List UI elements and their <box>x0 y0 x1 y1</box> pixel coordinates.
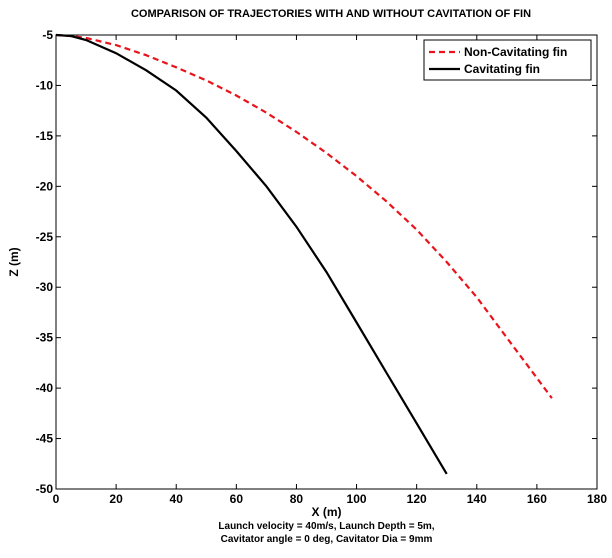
legend-box <box>423 39 592 81</box>
x-tick-label: 180 <box>587 492 607 506</box>
annotation-line-2: Cavitator angle = 0 deg, Cavitator Dia =… <box>221 534 433 545</box>
y-tick-label: -15 <box>36 129 54 143</box>
x-tick-label: 80 <box>290 492 304 506</box>
y-tick-label: -35 <box>36 331 54 345</box>
y-tick-label: -45 <box>36 432 54 446</box>
x-tick-label: 20 <box>109 492 123 506</box>
plot-frame <box>55 34 598 490</box>
annotation-line-1: Launch velocity = 40m/s, Launch Depth = … <box>218 521 434 532</box>
legend: Non-Cavitating fin Cavitating fin <box>423 39 592 81</box>
legend-label: Cavitating fin <box>464 62 540 76</box>
x-tick-label: 60 <box>230 492 244 506</box>
legend-label: Non-Cavitating fin <box>464 45 567 59</box>
y-tick-label: -10 <box>36 78 54 92</box>
plot-area <box>55 33 553 475</box>
y-tick-label: -20 <box>36 179 54 193</box>
chart-title: COMPARISON OF TRAJECTORIES WITH AND WITH… <box>131 8 531 20</box>
x-tick-label: 0 <box>53 492 60 506</box>
y-tick-label: -40 <box>36 381 54 395</box>
y-axis-title: Z (m) <box>7 247 21 276</box>
y-tick-label: -50 <box>36 482 54 496</box>
x-tick-label: 160 <box>527 492 547 506</box>
series-line-cavitating <box>55 33 448 475</box>
axis-ticks: 0 20 40 60 80 100 120 140 160 180 -5 -10 -15 -20 -25 -3… <box>36 28 608 506</box>
x-axis-title: X (m) <box>312 505 342 519</box>
y-tick-label: -5 <box>42 28 53 42</box>
y-tick-label: -25 <box>36 230 54 244</box>
y-tick-label: -30 <box>36 280 54 294</box>
x-tick-label: 120 <box>407 492 427 506</box>
x-tick-label: 140 <box>467 492 487 506</box>
series-line-non-cavitating <box>55 33 553 399</box>
x-tick-label: 40 <box>170 492 184 506</box>
x-tick-label: 100 <box>347 492 367 506</box>
